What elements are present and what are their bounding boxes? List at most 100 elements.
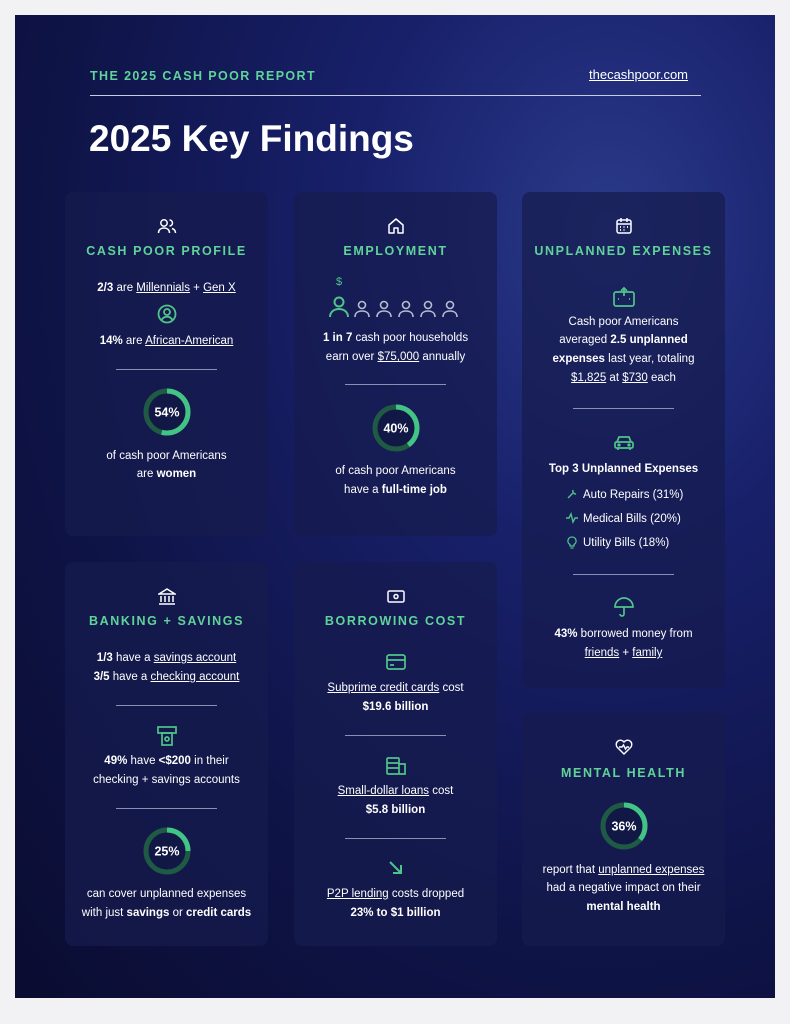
donut-label: 25% bbox=[154, 844, 179, 858]
subtitle: Top 3 Unplanned Expenses bbox=[548, 463, 699, 475]
text-segment: Small-dollar loans bbox=[337, 785, 430, 797]
divider bbox=[345, 838, 446, 839]
text-line: friends + family bbox=[522, 644, 725, 662]
text-segment: 23% to $1 billion bbox=[350, 907, 441, 919]
donut-arc bbox=[372, 404, 419, 452]
text-segment: + bbox=[619, 647, 633, 659]
text-line: can cover unplanned expenses bbox=[65, 885, 268, 903]
icon-coins bbox=[385, 757, 406, 775]
text-line: 1/3 have a savings account bbox=[65, 649, 268, 667]
text-segment: are bbox=[113, 282, 137, 294]
text-segment: $75,000 bbox=[377, 351, 420, 363]
text-segment: with just bbox=[81, 907, 127, 919]
text-segment: costs dropped bbox=[388, 888, 465, 900]
text-segment: Millennials bbox=[136, 282, 190, 294]
icon-car bbox=[613, 436, 634, 450]
text-segment: 3/5 bbox=[93, 671, 110, 683]
text-segment: 1 in 7 bbox=[322, 332, 353, 344]
text-segment: friends bbox=[584, 647, 620, 659]
icon-person bbox=[157, 304, 176, 324]
donut-arc bbox=[600, 802, 647, 850]
text-line: P2P lending costs dropped bbox=[294, 885, 497, 903]
card-borrowing: BORROWING COST Subprime credit cards cos… bbox=[294, 562, 497, 946]
text-line: Small-dollar loans cost bbox=[294, 782, 497, 800]
icon-card bbox=[385, 654, 406, 670]
text-segment: mental health bbox=[586, 901, 661, 913]
text-line: expenses last year, totaling bbox=[522, 350, 725, 368]
text-segment: in their bbox=[190, 755, 229, 767]
text-line: Cash poor Americans bbox=[522, 313, 725, 331]
icon-cash bbox=[386, 590, 405, 603]
card-title: EMPLOYMENT bbox=[343, 244, 448, 258]
text-line: report that unplanned expenses bbox=[522, 861, 725, 879]
donut: 36% bbox=[600, 802, 647, 850]
divider bbox=[116, 808, 217, 809]
list-item: Auto Repairs (31%) bbox=[583, 489, 684, 501]
text-line: $19.6 billion bbox=[294, 698, 497, 716]
text-segment: expenses bbox=[552, 353, 605, 365]
text-segment: 49% bbox=[104, 755, 128, 767]
icon-heart bbox=[615, 739, 632, 755]
text-segment: 1/3 bbox=[96, 652, 113, 664]
text-segment: had a negative impact on their bbox=[546, 882, 701, 894]
text-line: had a negative impact on their bbox=[522, 879, 725, 897]
text-segment: are bbox=[122, 335, 146, 347]
page-title: 2025 Key Findings bbox=[89, 118, 414, 159]
icon-umbrella bbox=[613, 597, 634, 617]
text-segment: checking + savings accounts bbox=[93, 774, 240, 786]
text-segment: each bbox=[647, 372, 676, 384]
text-line: are women bbox=[65, 465, 268, 483]
card-title: MENTAL HEALTH bbox=[561, 766, 686, 780]
text-segment: at bbox=[606, 372, 623, 384]
divider bbox=[116, 705, 217, 706]
text-line: $5.8 billion bbox=[294, 801, 497, 819]
text-segment: checking account bbox=[150, 671, 240, 683]
text-segment: $5.8 billion bbox=[365, 804, 426, 816]
text-segment: or bbox=[169, 907, 186, 919]
site-link[interactable]: thecashpoor.com bbox=[589, 67, 689, 82]
donut-label: 36% bbox=[611, 819, 636, 833]
text-segment: 14% bbox=[99, 335, 123, 347]
text-segment: women bbox=[156, 468, 197, 480]
text-line: $1,825 at $730 each bbox=[522, 369, 725, 387]
list-item: Utility Bills (18%) bbox=[583, 537, 670, 549]
people-row bbox=[329, 296, 458, 318]
icon-pulse bbox=[566, 512, 578, 524]
text-segment: Gen X bbox=[203, 282, 236, 294]
text-line: of cash poor Americans bbox=[65, 447, 268, 465]
text-line: 43% borrowed money from bbox=[522, 625, 725, 643]
icon-atm bbox=[156, 726, 177, 746]
text-line: 3/5 have a checking account bbox=[65, 668, 268, 686]
text-segment: <$200 bbox=[158, 755, 191, 767]
report-label: THE 2025 CASH POOR REPORT bbox=[90, 69, 317, 83]
text-segment: cost bbox=[439, 682, 464, 694]
text-line: mental health bbox=[522, 898, 725, 916]
text-segment: annually bbox=[419, 351, 466, 363]
icon-home bbox=[387, 218, 404, 234]
text-segment: earn over bbox=[325, 351, 378, 363]
text-segment: 2/3 bbox=[97, 282, 114, 294]
donut: 25% bbox=[143, 827, 190, 875]
text-segment: credit cards bbox=[186, 907, 252, 919]
text-line: 1 in 7 cash poor households bbox=[294, 329, 497, 347]
text-segment: have bbox=[127, 755, 159, 767]
text-segment: $19.6 billion bbox=[362, 701, 429, 713]
text-segment: + bbox=[189, 282, 204, 294]
icon-wallet bbox=[612, 286, 635, 307]
icon-bulb bbox=[567, 536, 577, 549]
dollar-symbol: $ bbox=[336, 276, 343, 288]
icon-wrench bbox=[567, 489, 577, 499]
text-segment: can cover unplanned expenses bbox=[86, 888, 247, 900]
text-segment: last year, totaling bbox=[604, 353, 695, 365]
donut-arc bbox=[143, 388, 190, 436]
donut: 40% bbox=[372, 404, 419, 452]
text-segment: Subprime credit cards bbox=[327, 682, 440, 694]
card-title: BORROWING COST bbox=[324, 614, 467, 628]
text-segment: Cash poor Americans bbox=[568, 316, 679, 328]
text-segment: have a bbox=[344, 484, 382, 496]
text-line: 14% are African-American bbox=[65, 332, 268, 350]
text-segment: savings account bbox=[153, 652, 237, 664]
text-segment: $730 bbox=[622, 372, 648, 384]
text-segment: of cash poor Americans bbox=[106, 450, 227, 462]
text-segment: full-time job bbox=[381, 484, 447, 496]
